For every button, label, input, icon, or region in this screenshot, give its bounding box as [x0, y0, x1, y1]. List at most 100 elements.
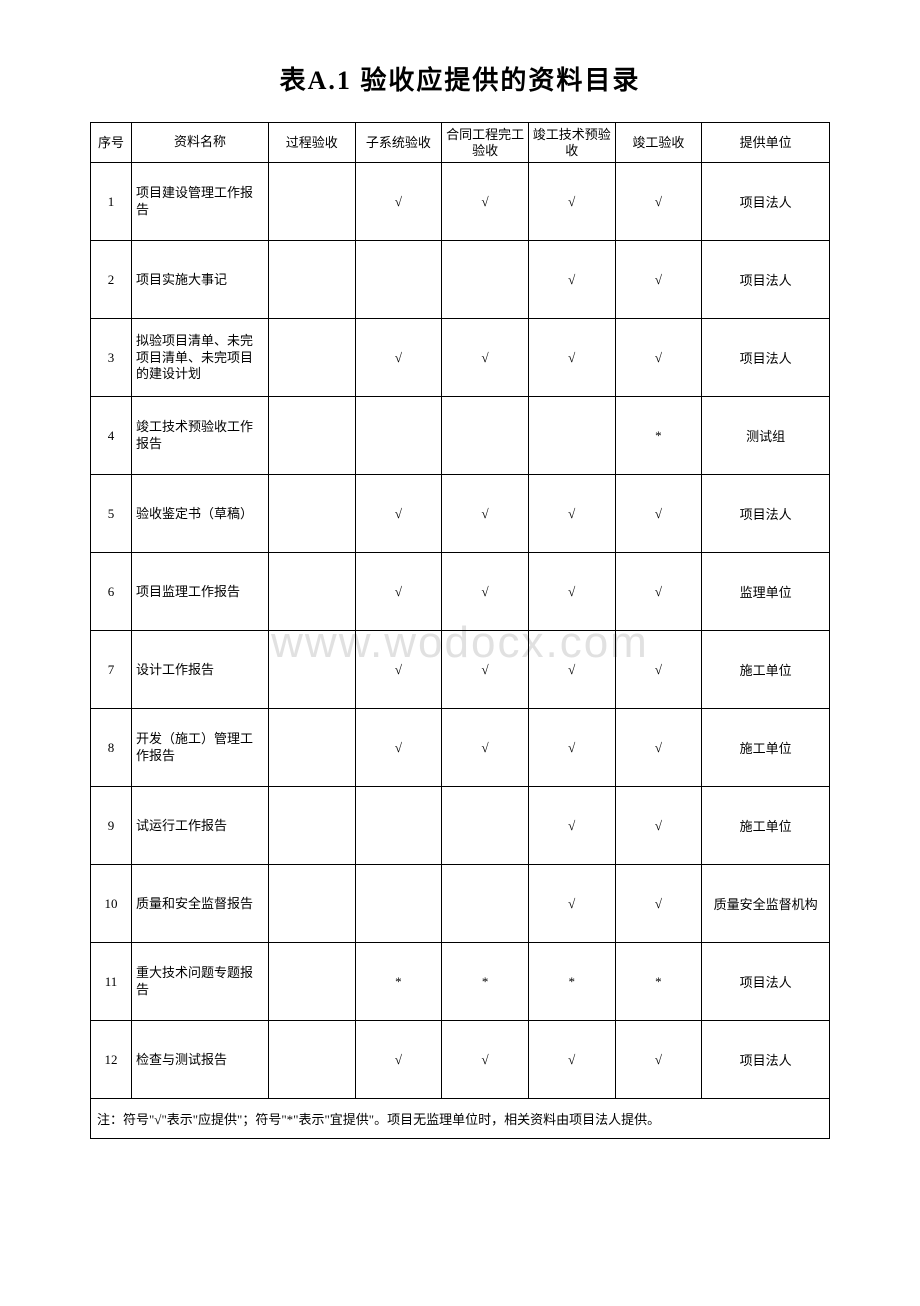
cell-name: 项目监理工作报告: [132, 553, 269, 631]
table-row: 2项目实施大事记√√项目法人: [91, 241, 830, 319]
cell-c4: √: [528, 1021, 615, 1099]
cell-c5: √: [615, 475, 702, 553]
cell-provider: 施工单位: [702, 631, 830, 709]
table-row: 7设计工作报告√√√√施工单位: [91, 631, 830, 709]
cell-c2: √: [355, 475, 442, 553]
table-row: 3拟验项目清单、未完项目清单、未完项目的建设计划√√√√项目法人: [91, 319, 830, 397]
cell-c4: √: [528, 787, 615, 865]
cell-c1: [268, 319, 355, 397]
cell-c3: [442, 241, 529, 319]
cell-c1: [268, 631, 355, 709]
cell-c1: [268, 787, 355, 865]
cell-c5: √: [615, 709, 702, 787]
cell-seq: 9: [91, 787, 132, 865]
cell-seq: 3: [91, 319, 132, 397]
cell-name: 拟验项目清单、未完项目清单、未完项目的建设计划: [132, 319, 269, 397]
cell-c5: √: [615, 1021, 702, 1099]
table-header-row: 序号 资料名称 过程验收 子系统验收 合同工程完工验收 竣工技术预验收 竣工验收…: [91, 123, 830, 163]
cell-seq: 6: [91, 553, 132, 631]
cell-c3: √: [442, 475, 529, 553]
header-provider: 提供单位: [702, 123, 830, 163]
header-c2: 子系统验收: [355, 123, 442, 163]
header-c1: 过程验收: [268, 123, 355, 163]
cell-c5: √: [615, 631, 702, 709]
table-row: 4竣工技术预验收工作报告 *测试组: [91, 397, 830, 475]
cell-c5: *: [615, 943, 702, 1021]
cell-seq: 12: [91, 1021, 132, 1099]
cell-seq: 11: [91, 943, 132, 1021]
cell-seq: 8: [91, 709, 132, 787]
header-seq: 序号: [91, 123, 132, 163]
cell-c1: [268, 475, 355, 553]
cell-seq: 7: [91, 631, 132, 709]
cell-seq: 4: [91, 397, 132, 475]
cell-provider: 项目法人: [702, 943, 830, 1021]
cell-c5: √: [615, 319, 702, 397]
header-c4: 竣工技术预验收: [528, 123, 615, 163]
cell-c4: √: [528, 709, 615, 787]
cell-c2: [355, 787, 442, 865]
cell-c1: [268, 709, 355, 787]
header-name: 资料名称: [132, 123, 269, 163]
cell-name: 竣工技术预验收工作报告: [132, 397, 269, 475]
cell-c1: [268, 1021, 355, 1099]
cell-provider: 施工单位: [702, 709, 830, 787]
cell-name: 设计工作报告: [132, 631, 269, 709]
cell-c1: [268, 865, 355, 943]
cell-c4: √: [528, 865, 615, 943]
cell-seq: 10: [91, 865, 132, 943]
cell-c2: √: [355, 553, 442, 631]
cell-name: 开发（施工）管理工作报告: [132, 709, 269, 787]
cell-seq: 5: [91, 475, 132, 553]
header-c3: 合同工程完工验收: [442, 123, 529, 163]
table-row: 1项目建设管理工作报告√√√√项目法人: [91, 163, 830, 241]
materials-table: 序号 资料名称 过程验收 子系统验收 合同工程完工验收 竣工技术预验收 竣工验收…: [90, 122, 830, 1139]
cell-provider: 测试组: [702, 397, 830, 475]
cell-c4: [528, 397, 615, 475]
cell-c3: √: [442, 553, 529, 631]
cell-name: 项目实施大事记: [132, 241, 269, 319]
table-row: 8开发（施工）管理工作报告√√√√施工单位: [91, 709, 830, 787]
table-row: 9试运行工作报告√√施工单位: [91, 787, 830, 865]
cell-c4: √: [528, 319, 615, 397]
cell-c3: √: [442, 709, 529, 787]
cell-c3: √: [442, 1021, 529, 1099]
cell-name: 质量和安全监督报告: [132, 865, 269, 943]
cell-provider: 项目法人: [702, 319, 830, 397]
cell-provider: 项目法人: [702, 475, 830, 553]
cell-name: 验收鉴定书（草稿）: [132, 475, 269, 553]
cell-provider: 质量安全监督机构: [702, 865, 830, 943]
cell-c1: [268, 943, 355, 1021]
cell-c1: [268, 241, 355, 319]
cell-c3: √: [442, 319, 529, 397]
cell-c3: *: [442, 943, 529, 1021]
cell-c4: √: [528, 163, 615, 241]
table-footnote-row: 注：符号"√"表示"应提供"；符号"*"表示"宜提供"。项目无监理单位时，相关资…: [91, 1099, 830, 1139]
cell-c2: √: [355, 319, 442, 397]
cell-provider: 项目法人: [702, 163, 830, 241]
cell-c2: √: [355, 163, 442, 241]
cell-c1: [268, 553, 355, 631]
cell-c3: [442, 865, 529, 943]
cell-c2: [355, 241, 442, 319]
footnote-text: 注：符号"√"表示"应提供"；符号"*"表示"宜提供"。项目无监理单位时，相关资…: [91, 1099, 830, 1139]
cell-name: 项目建设管理工作报告: [132, 163, 269, 241]
cell-c3: [442, 397, 529, 475]
cell-c2: [355, 397, 442, 475]
table-row: 11重大技术问题专题报告****项目法人: [91, 943, 830, 1021]
cell-seq: 1: [91, 163, 132, 241]
cell-c2: √: [355, 1021, 442, 1099]
table-row: 6项目监理工作报告√√√√监理单位: [91, 553, 830, 631]
cell-c5: √: [615, 163, 702, 241]
page-title: 表A.1 验收应提供的资料目录: [90, 60, 830, 97]
cell-seq: 2: [91, 241, 132, 319]
cell-c3: √: [442, 163, 529, 241]
cell-c4: √: [528, 631, 615, 709]
cell-c5: *: [615, 397, 702, 475]
cell-c5: √: [615, 553, 702, 631]
cell-c2: √: [355, 631, 442, 709]
cell-c2: [355, 865, 442, 943]
cell-c3: √: [442, 631, 529, 709]
table-row: 12检查与测试报告√√√√项目法人: [91, 1021, 830, 1099]
cell-name: 试运行工作报告: [132, 787, 269, 865]
